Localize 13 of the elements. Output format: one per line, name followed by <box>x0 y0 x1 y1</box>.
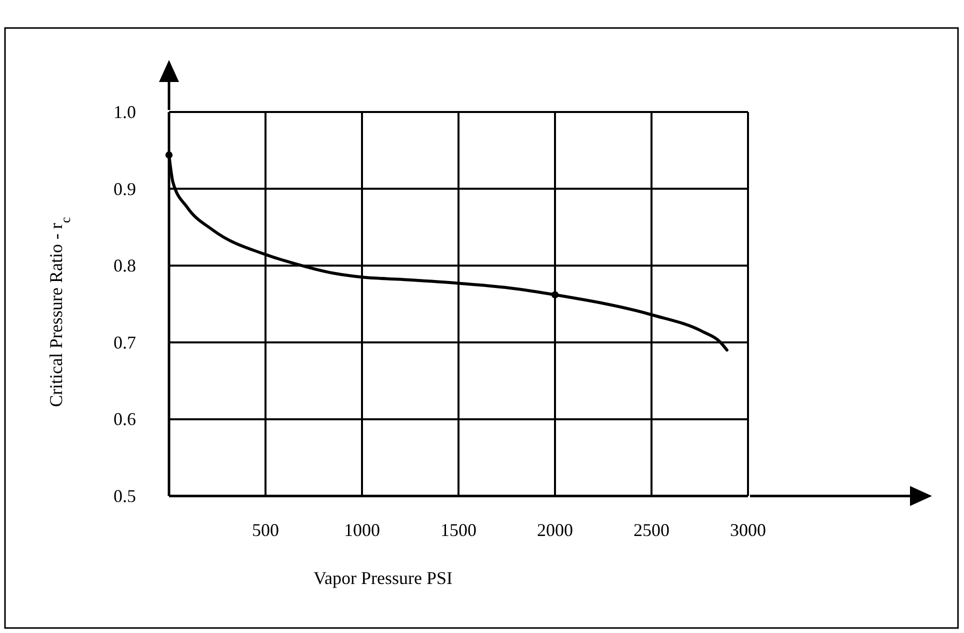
y-tick-label: 0.5 <box>114 486 136 506</box>
x-tick-label: 500 <box>252 520 279 540</box>
y-tick-label: 0.6 <box>114 409 136 430</box>
y-tick-label: 1.0 <box>114 102 136 122</box>
x-tick-label: 2000 <box>537 520 573 540</box>
x-axis-title: Vapor Pressure PSI <box>314 568 452 588</box>
x-tick-label: 3000 <box>730 520 766 540</box>
x-tick-label: 2500 <box>634 520 670 540</box>
x-tick-label: 1000 <box>344 520 380 540</box>
y-tick-label: 0.8 <box>114 256 136 276</box>
y-tick-label: 0.7 <box>114 332 136 352</box>
y-tick-label: 0.9 <box>114 178 136 199</box>
x-tick-label: 1500 <box>440 520 476 540</box>
